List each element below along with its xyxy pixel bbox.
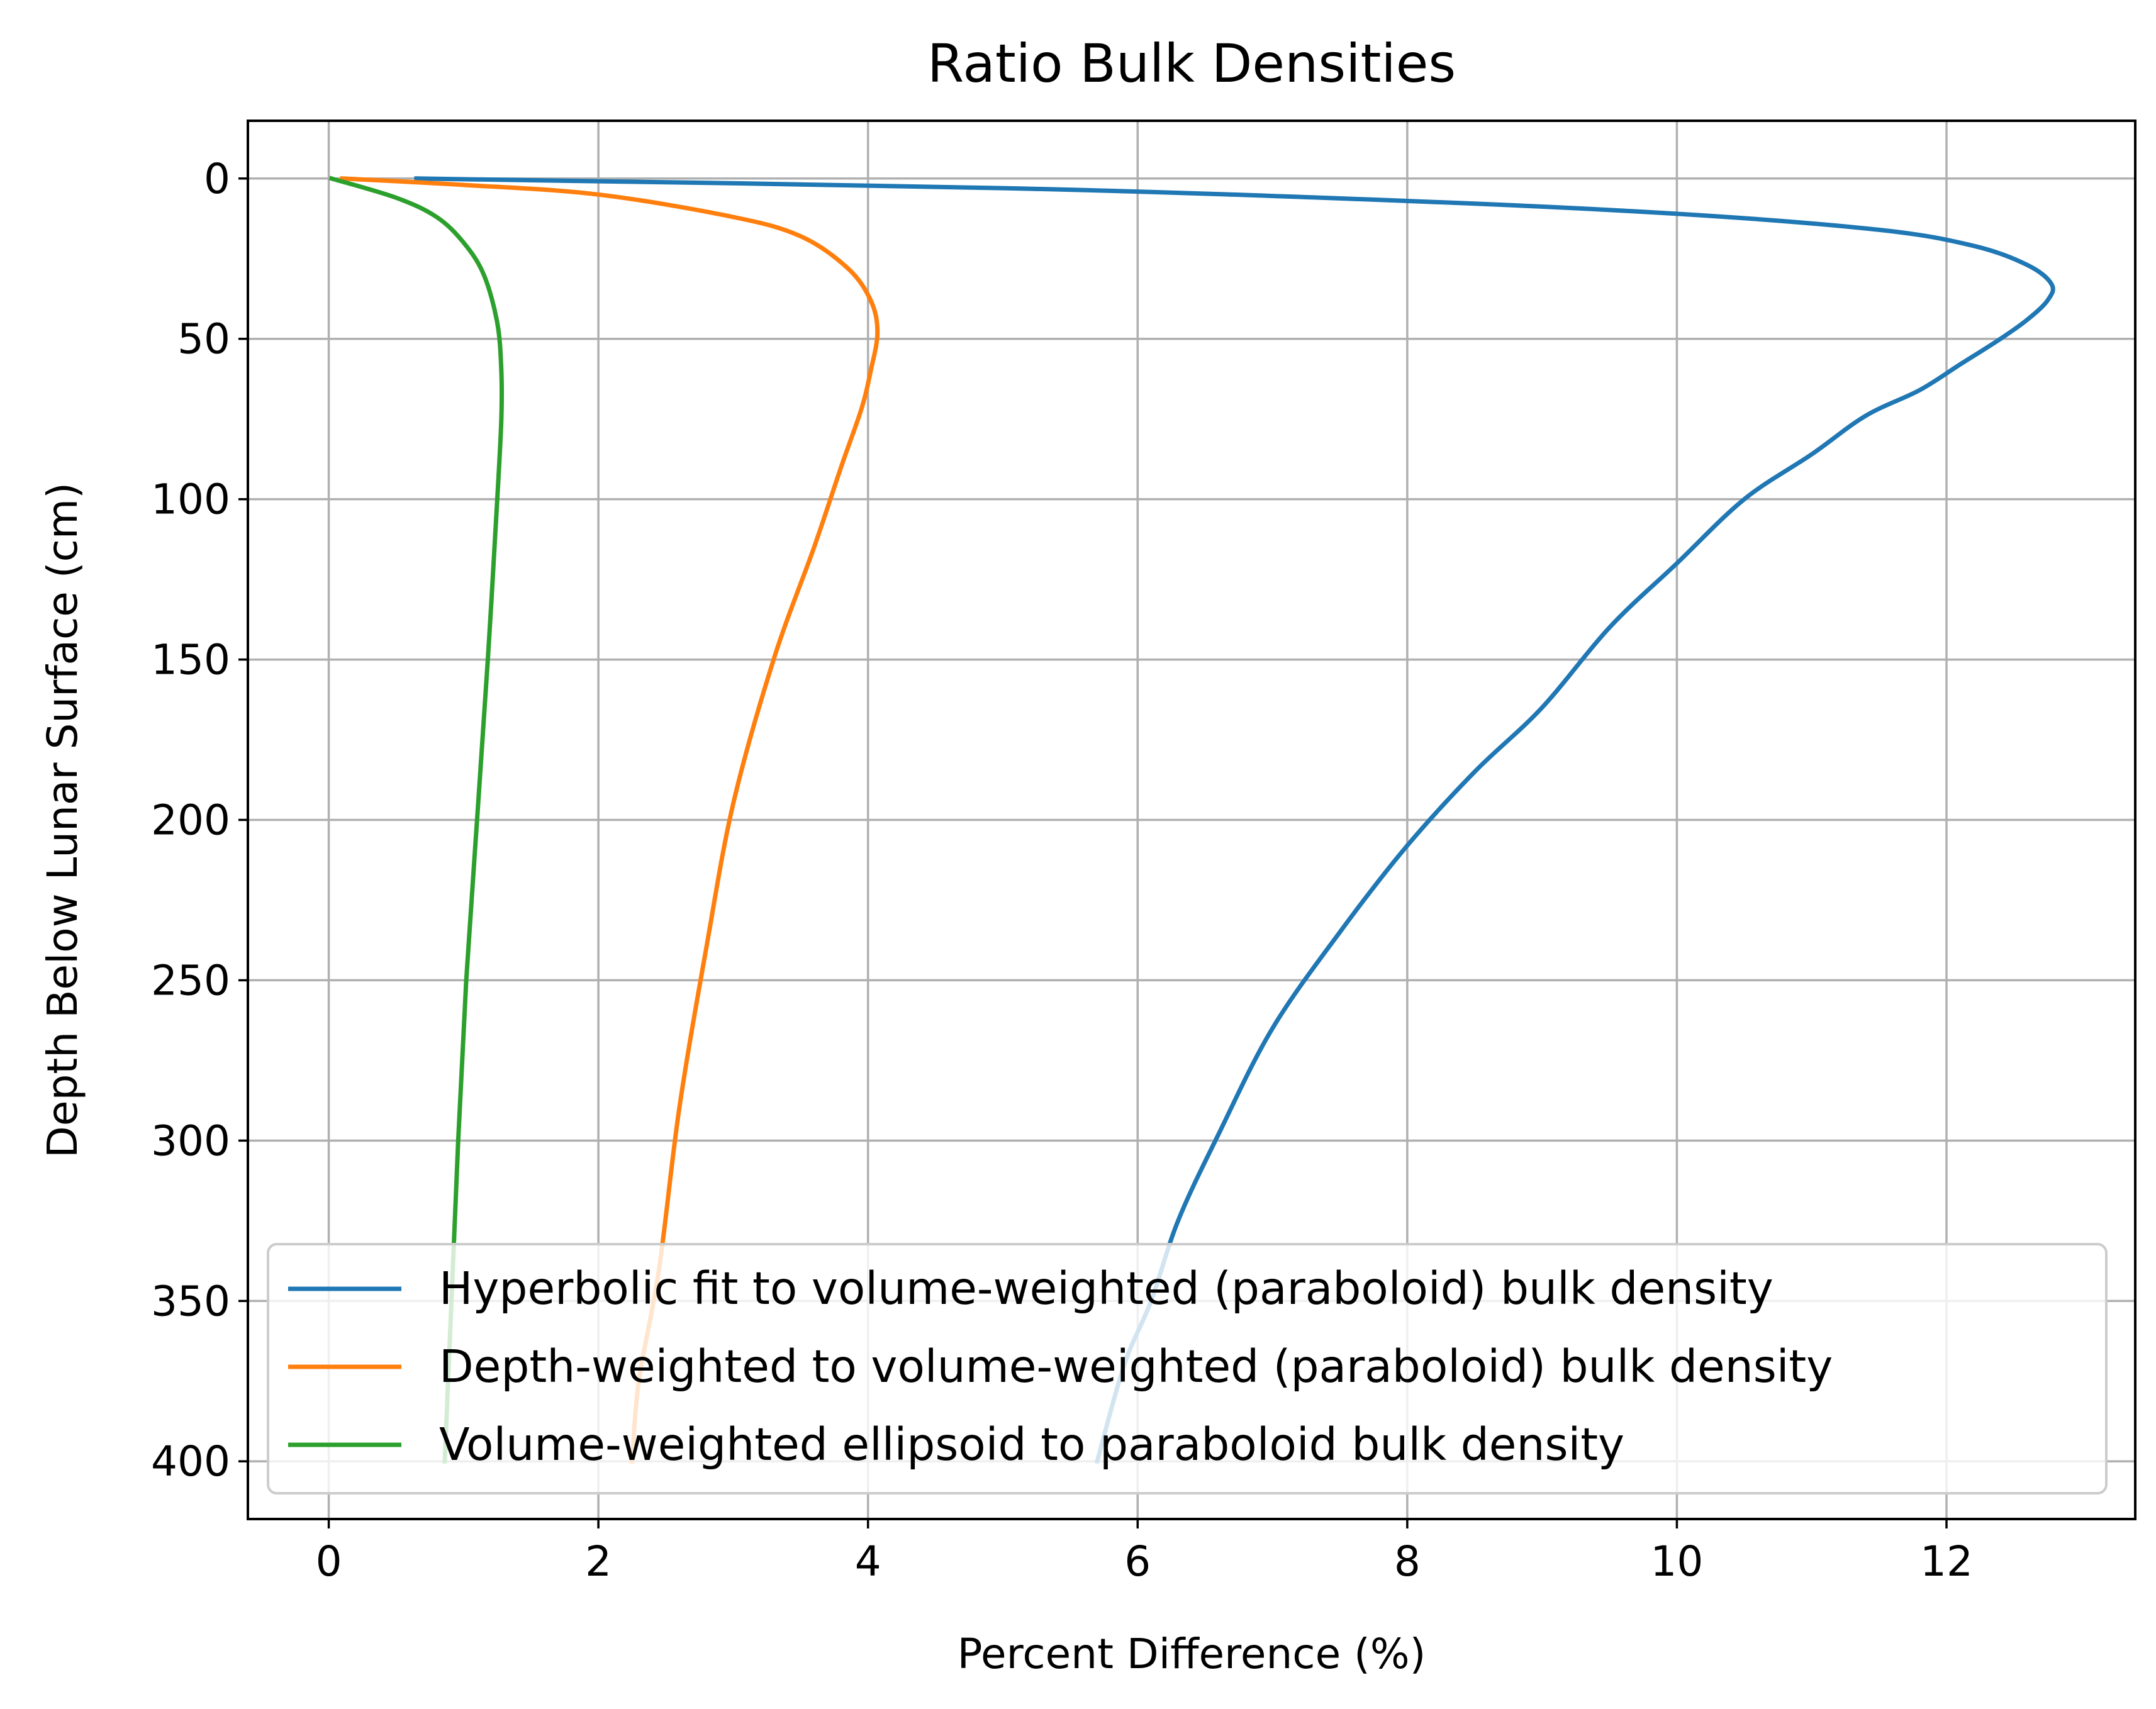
x-tick-label: 4: [855, 1537, 881, 1586]
y-axis-label: Depth Below Lunar Surface (cm): [38, 482, 87, 1158]
x-tick-label: 12: [1920, 1537, 1973, 1586]
y-tick-label: 400: [151, 1437, 230, 1486]
y-tick-label: 200: [151, 796, 230, 845]
y-tick-label: 0: [204, 155, 230, 203]
legend-box: [267, 1243, 2108, 1495]
chart-title: Ratio Bulk Densities: [927, 33, 1456, 94]
x-tick-label: 2: [585, 1537, 612, 1586]
y-tick-label: 150: [151, 636, 230, 684]
y-tick-label: 50: [177, 315, 230, 364]
series-lines: [328, 175, 2055, 1464]
x-tick-label: 6: [1124, 1537, 1151, 1586]
x-axis-label: Percent Difference (%): [958, 1630, 1426, 1678]
legend: Hyperbolic fit to volume-weighted (parab…: [267, 1243, 2108, 1495]
y-tick-label: 100: [151, 476, 230, 524]
series-line-3: [328, 175, 505, 1464]
legend-label-3: Volume-weighted ellipsoid to paraboloid …: [439, 1418, 1624, 1471]
x-axis: 0 2 4 6 8 10 12: [316, 1519, 1973, 1586]
y-tick-label: 300: [151, 1116, 230, 1165]
y-tick-label: 350: [151, 1277, 230, 1325]
legend-label-1: Hyperbolic fit to volume-weighted (parab…: [439, 1262, 1773, 1315]
series-line-2: [340, 176, 880, 1464]
y-axis: 0 50 100 150 200 250 300 350 400: [151, 155, 248, 1486]
legend-label-2: Depth-weighted to volume-weighted (parab…: [439, 1340, 1833, 1393]
x-tick-label: 0: [316, 1537, 342, 1586]
x-tick-label: 10: [1650, 1537, 1703, 1586]
x-tick-label: 8: [1394, 1537, 1421, 1586]
series-line-1: [414, 176, 2055, 1464]
y-tick-label: 250: [151, 956, 230, 1005]
